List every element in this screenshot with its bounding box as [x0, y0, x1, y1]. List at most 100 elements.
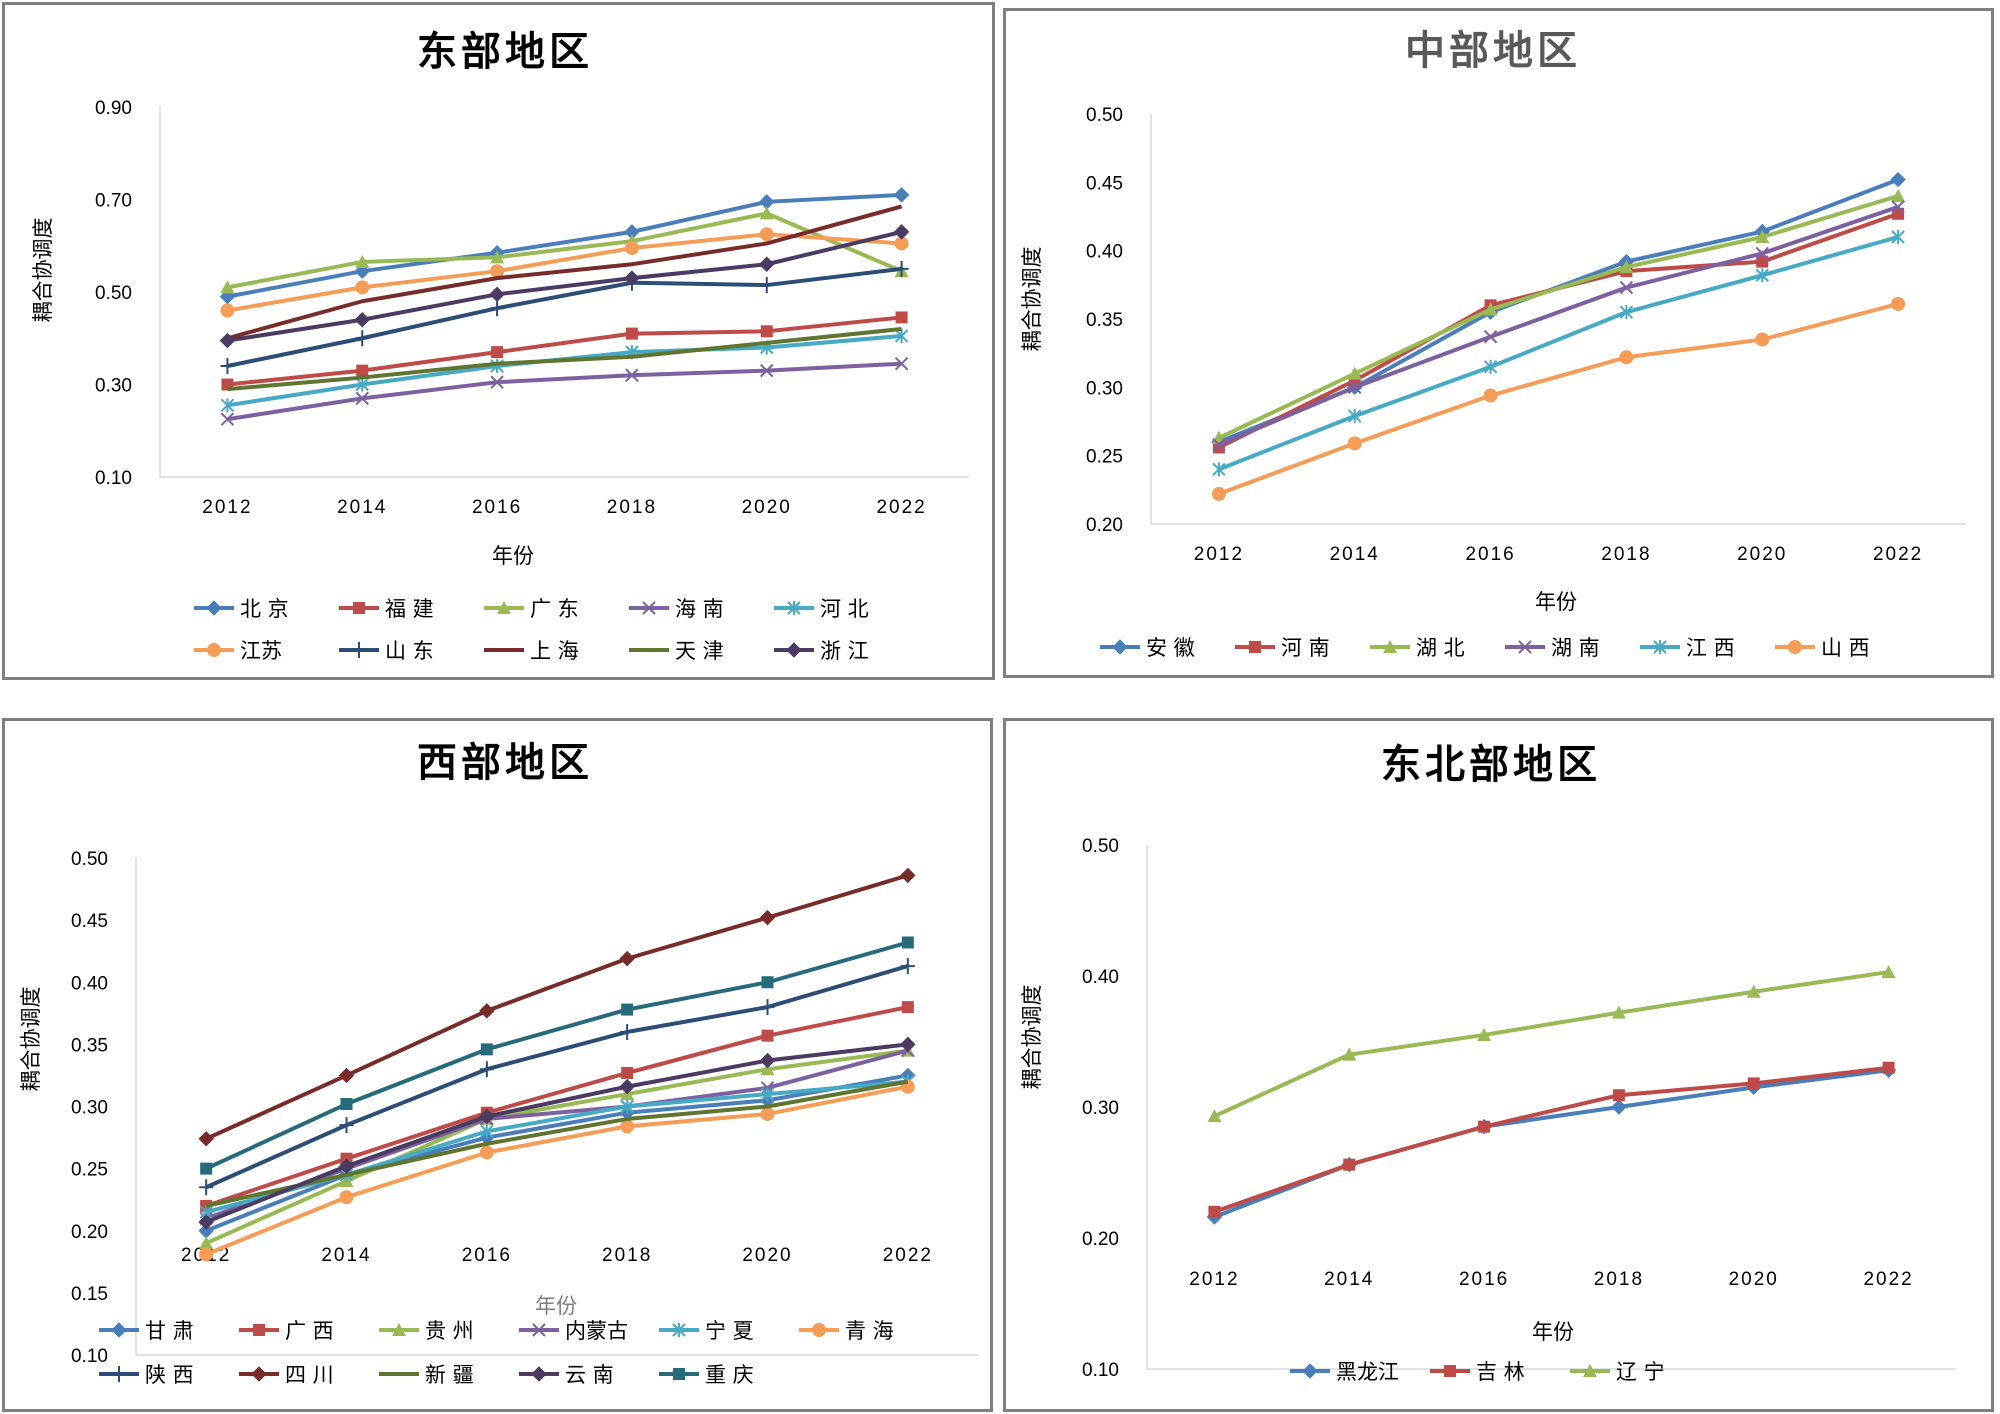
- legend-marker: [1383, 640, 1397, 653]
- data-point: [355, 391, 369, 406]
- series-line: [205, 1079, 909, 1208]
- legend-marker: [1249, 641, 1261, 653]
- data-point: [220, 398, 235, 413]
- data-point: [894, 328, 909, 343]
- data-point: [1477, 1027, 1492, 1041]
- data-point: [1611, 1099, 1627, 1115]
- series-line: [205, 873, 909, 1141]
- series-新疆: [205, 1079, 909, 1208]
- y-tick-label: 0.30: [1086, 378, 1123, 399]
- data-point: [894, 356, 909, 371]
- legend-label: 海 南: [675, 597, 724, 621]
- y-axis-label: 耦合协调度: [1020, 985, 1044, 1090]
- chart-title: 西部地区: [417, 740, 593, 786]
- series-line: [205, 964, 909, 1190]
- legend-item: 上 海: [484, 639, 579, 663]
- legend-label: 山 西: [1821, 636, 1870, 660]
- data-point: [760, 325, 773, 338]
- x-tick-label: 2014: [321, 1245, 371, 1266]
- data-point: [619, 950, 635, 967]
- chart-west: 西部地区 耦合协调度 年份 0.10 0.15 0.20 0.25 0.30 0.35 0.…: [19, 740, 978, 1387]
- series-上海: [226, 204, 903, 341]
- y-tick-label: 0.30: [95, 376, 132, 397]
- chart-northeast: 东北部地区 耦合协调度 年份 0.10 0.20 0.30 0.40 0.50 2012 2…: [1020, 742, 1956, 1384]
- data-point: [624, 241, 639, 256]
- data-point: [1212, 438, 1226, 452]
- series-湖南: [1212, 200, 1905, 452]
- y-tick-label: 0.50: [71, 849, 108, 870]
- x-tick-label: 2012: [1189, 1269, 1239, 1290]
- data-point: [1612, 1089, 1625, 1102]
- series-line: [1218, 235, 1899, 472]
- data-point: [1755, 246, 1769, 261]
- series-青海: [199, 1079, 915, 1262]
- data-point: [1891, 189, 1906, 202]
- series-江西: [1212, 230, 1905, 477]
- series-黑龙江: [1206, 1062, 1897, 1225]
- data-point: [1746, 984, 1761, 998]
- data-point: [1891, 296, 1906, 311]
- x-tick-label: 2016: [1459, 1269, 1509, 1290]
- data-point: [625, 327, 638, 340]
- x-tick-label: 2020: [742, 497, 792, 518]
- legend-label: 辽 宁: [1616, 1360, 1665, 1384]
- data-point: [490, 264, 505, 279]
- data-point: [760, 363, 774, 378]
- series-line: [205, 1073, 909, 1233]
- legend-item: 宁 夏: [659, 1319, 754, 1343]
- data-point: [760, 1062, 775, 1076]
- legend-marker: [1302, 1363, 1318, 1379]
- series-line: [1213, 1068, 1889, 1219]
- legend-item: 河 南: [1235, 636, 1330, 660]
- legend-marker: [352, 642, 366, 658]
- plot-area: 0.20 0.25 0.30 0.35 0.40 0.45 0.50 2012 2014 2016…: [1086, 105, 1966, 660]
- data-point: [198, 1214, 214, 1230]
- legend-marker: [111, 1322, 127, 1338]
- x-tick-label: 2016: [462, 1245, 512, 1266]
- legend-item: 陕 西: [99, 1363, 194, 1387]
- legend-marker: [812, 1323, 826, 1337]
- data-point: [355, 330, 370, 347]
- data-point: [1619, 280, 1634, 295]
- x-tick-label: 2020: [1737, 544, 1787, 565]
- legend-marker: [531, 1366, 547, 1382]
- x-tick-label: 2018: [602, 1245, 652, 1266]
- series-line: [227, 315, 902, 387]
- series-line: [205, 1048, 909, 1221]
- data-point: [895, 311, 908, 324]
- data-point: [760, 1106, 775, 1121]
- chart-panel-east: 东部地区 耦合协调度 年份 0.10 0.30 0.50 0.70 0.90 2012 20…: [2, 2, 995, 680]
- data-point: [199, 1236, 214, 1250]
- series-辽宁: [1207, 965, 1896, 1123]
- legend-label: 甘 肃: [145, 1319, 194, 1343]
- legend-marker: [112, 1366, 126, 1382]
- series-line: [205, 1084, 909, 1257]
- legend-label: 陕 西: [145, 1363, 194, 1387]
- chart-panel-northeast: 东北部地区 耦合协调度 年份 0.10 0.20 0.30 0.40 0.50 2012 2…: [1003, 718, 1994, 1412]
- x-tick-label: 2016: [472, 497, 522, 518]
- data-point: [900, 867, 916, 884]
- y-tick-label: 0.10: [95, 468, 132, 489]
- legend-item: 湖 南: [1505, 636, 1600, 660]
- x-axis-label: 年份: [1535, 590, 1577, 614]
- chart-panel-west: 西部地区 耦合协调度 年份 0.10 0.15 0.20 0.25 0.30 0.35 0.…: [2, 718, 993, 1412]
- legend-marker: [672, 1323, 686, 1337]
- series-line: [227, 229, 903, 343]
- legend-label: 天 津: [675, 639, 724, 663]
- legend-item: 天 津: [629, 639, 724, 663]
- x-tick-label: 2020: [1729, 1269, 1779, 1290]
- y-axis-label: 耦合协调度: [19, 987, 43, 1092]
- x-tick-label: 2018: [607, 497, 657, 518]
- data-point: [355, 377, 369, 392]
- series-line: [205, 1048, 909, 1246]
- y-tick-label: 0.10: [71, 1346, 108, 1367]
- data-point: [894, 236, 909, 251]
- y-tick-label: 0.70: [95, 191, 132, 212]
- legend-item: 内蒙古: [519, 1319, 628, 1343]
- data-point: [1348, 380, 1362, 395]
- series-重庆: [200, 936, 914, 1175]
- plot-area: 0.10 0.20 0.30 0.40 0.50 2012 2014 2016 2018 2020…: [1082, 836, 1956, 1384]
- data-point: [480, 1043, 493, 1056]
- series-line: [227, 211, 903, 290]
- data-point: [339, 1190, 354, 1205]
